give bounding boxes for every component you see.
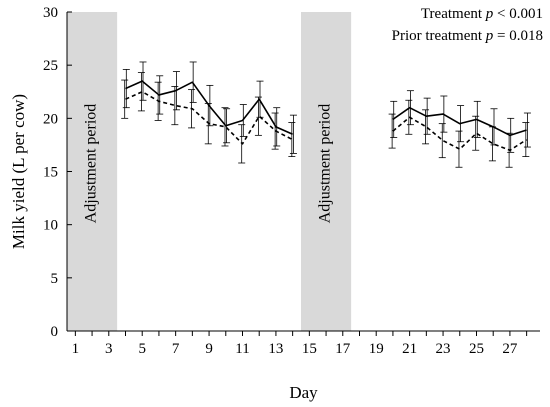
error-bar xyxy=(172,71,180,111)
y-tick-label: 10 xyxy=(43,218,58,234)
adjustment-band-1 xyxy=(67,12,118,331)
error-bar xyxy=(238,124,246,164)
error-bar xyxy=(488,126,496,162)
y-tick-label: 5 xyxy=(51,271,59,287)
error-bar xyxy=(455,130,463,168)
error-bar xyxy=(390,100,398,138)
error-bar xyxy=(472,115,480,151)
x-tick-label: 1 xyxy=(72,341,80,357)
error-bar xyxy=(188,89,196,129)
annotation-prefix: Treatment xyxy=(421,6,486,22)
series-line-solid-1 xyxy=(125,80,293,136)
error-bar xyxy=(288,122,296,158)
error-bar xyxy=(121,79,129,119)
annotation-prefix: Prior treatment xyxy=(392,28,486,44)
y-tick-label: 15 xyxy=(43,165,58,181)
error-bar xyxy=(254,96,262,136)
error-bar xyxy=(505,132,513,168)
error-bar xyxy=(440,95,448,133)
y-tick-label: 25 xyxy=(43,58,58,74)
error-bar xyxy=(522,122,530,158)
error-bar xyxy=(438,123,446,159)
adjustment-period-label-2: Adjustment period xyxy=(317,104,334,224)
y-axis-label: Milk yield (L per cow) xyxy=(9,94,28,249)
error-bar xyxy=(507,117,515,153)
error-bar xyxy=(256,80,264,118)
error-bar xyxy=(289,114,297,154)
series-dashed xyxy=(121,72,530,168)
annotation-p: p xyxy=(485,6,494,22)
error-bar xyxy=(523,112,531,148)
y-tick-label: 0 xyxy=(51,324,59,340)
y-tick-label: 30 xyxy=(43,5,58,21)
error-bar xyxy=(223,108,231,144)
error-bar xyxy=(122,69,130,109)
annotation-1: Treatment p < 0.001 xyxy=(421,6,543,22)
x-tick-label: 19 xyxy=(369,341,384,357)
error-bar xyxy=(457,105,465,143)
error-bar xyxy=(137,72,145,112)
x-tick-label: 23 xyxy=(436,341,451,357)
error-bar xyxy=(406,90,414,126)
error-bar xyxy=(273,107,281,147)
x-tick-label: 3 xyxy=(105,341,113,357)
adjustment-period-label-1: Adjustment period xyxy=(83,104,100,224)
x-tick-label: 17 xyxy=(335,341,351,357)
error-bar xyxy=(239,104,247,137)
error-bar xyxy=(271,112,279,150)
error-bar xyxy=(422,109,430,145)
error-bar xyxy=(139,61,147,101)
x-axis-label: Day xyxy=(289,383,318,402)
x-tick-label: 7 xyxy=(172,341,180,357)
x-tick-label: 15 xyxy=(302,341,317,357)
error-bar xyxy=(405,99,413,135)
adjustment-band-2 xyxy=(300,12,352,331)
x-tick-label: 11 xyxy=(235,341,249,357)
error-bar xyxy=(156,75,164,115)
error-bar xyxy=(204,103,212,145)
x-tick-label: 5 xyxy=(138,341,146,357)
significance-annotations: Treatment p < 0.001 Prior treatment p = 0… xyxy=(392,6,543,44)
annotation-suffix: < 0.001 xyxy=(493,6,543,22)
y-tick-label: 20 xyxy=(43,111,58,127)
error-bar xyxy=(473,100,481,138)
error-bar xyxy=(171,86,179,126)
series-layer xyxy=(121,61,531,168)
error-bar xyxy=(221,107,229,147)
series-solid xyxy=(122,61,531,154)
annotation-suffix: = 0.018 xyxy=(493,28,543,44)
x-tick-label: 9 xyxy=(205,341,213,357)
error-bar xyxy=(206,84,214,127)
error-bar xyxy=(189,61,197,103)
x-tick-label: 27 xyxy=(502,341,518,357)
adjustment-periods: Adjustment period Adjustment period xyxy=(67,12,352,331)
annotation-2: Prior treatment p = 0.018 xyxy=(392,28,543,44)
annotation-p: p xyxy=(485,28,494,44)
series-line-dashed-1 xyxy=(125,90,293,145)
x-tick-label: 21 xyxy=(402,341,417,357)
x-tick-label: 25 xyxy=(469,341,484,357)
error-bar xyxy=(388,113,396,149)
series-line-dashed-2 xyxy=(392,116,528,152)
error-bar xyxy=(154,81,162,121)
x-tick-label: 13 xyxy=(268,341,283,357)
series-line-solid-2 xyxy=(392,106,527,137)
